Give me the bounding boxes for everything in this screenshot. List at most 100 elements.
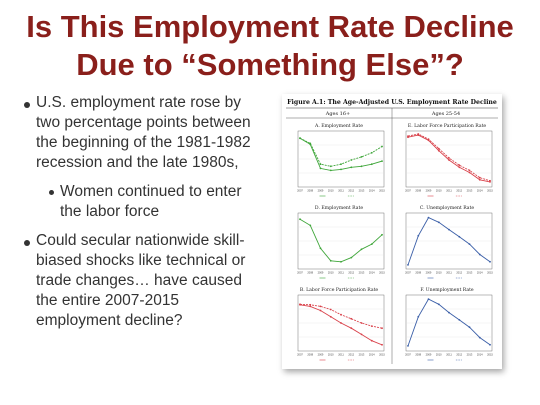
x-tick-label: 2011 xyxy=(338,189,344,193)
data-point xyxy=(329,165,332,168)
data-point xyxy=(448,159,450,161)
data-point xyxy=(437,221,440,224)
x-tick-label: 2015 xyxy=(379,189,385,193)
x-tick-label: 2013 xyxy=(467,189,473,193)
data-point xyxy=(360,322,363,324)
figure-svg: Figure A.1: The Age-Adjusted U.S. Employ… xyxy=(286,99,498,364)
panel-title: F. Unemployment Rate xyxy=(420,287,474,293)
data-point xyxy=(309,142,312,145)
panel-title: D. Employment Rate xyxy=(315,205,363,211)
x-tick-label: 2013 xyxy=(359,353,365,357)
data-point xyxy=(468,169,471,172)
data-point xyxy=(427,216,430,219)
bullet-2-line-1: Could secular nationwide skill- xyxy=(36,232,245,249)
data-point xyxy=(478,176,481,179)
data-point xyxy=(340,322,342,324)
data-point xyxy=(458,164,461,167)
col-header-right: Ages 25-54 xyxy=(431,111,460,117)
data-point xyxy=(448,311,450,314)
bullet-2-line-2: biased shocks like technical or xyxy=(36,252,246,269)
data-point xyxy=(478,178,481,181)
x-tick-label: 2015 xyxy=(379,353,385,357)
x-tick-label: 2013 xyxy=(467,353,473,357)
figure-image: Figure A.1: The Age-Adjusted U.S. Employ… xyxy=(282,94,502,369)
data-point xyxy=(319,305,322,308)
data-point xyxy=(458,166,461,169)
data-point xyxy=(340,260,342,263)
data-point xyxy=(309,224,312,227)
data-point xyxy=(381,160,383,162)
x-tick-label: 2011 xyxy=(446,271,452,275)
data-point xyxy=(350,166,353,169)
x-tick-label: 2010 xyxy=(328,353,334,357)
data-point xyxy=(407,345,409,347)
bullet-marker xyxy=(24,240,30,246)
data-point xyxy=(319,247,322,250)
x-tick-label: 2008 xyxy=(307,353,313,357)
data-point xyxy=(299,303,301,306)
sub-bullet-line-1: Women continued to enter xyxy=(60,183,242,200)
data-point xyxy=(407,135,409,137)
bullet-marker xyxy=(24,102,30,108)
data-point xyxy=(468,243,471,246)
data-point xyxy=(381,233,383,236)
slide-title-line-2: Due to “Something Else”? xyxy=(76,47,464,82)
data-point xyxy=(489,343,491,346)
x-tick-label: 2007 xyxy=(297,353,303,357)
x-tick-label: 2008 xyxy=(415,353,421,357)
x-tick-label: 2008 xyxy=(307,189,313,193)
data-point xyxy=(329,308,332,311)
x-tick-label: 2010 xyxy=(436,353,442,357)
x-tick-label: 2015 xyxy=(487,353,493,357)
data-point xyxy=(468,171,471,174)
x-tick-label: 2007 xyxy=(405,353,411,357)
data-point xyxy=(448,228,450,231)
x-tick-label: 2015 xyxy=(379,271,385,275)
data-point xyxy=(427,298,430,300)
data-point xyxy=(407,264,409,266)
data-point xyxy=(381,327,383,330)
x-tick-label: 2014 xyxy=(477,189,483,193)
data-point xyxy=(350,159,353,161)
x-tick-label: 2010 xyxy=(328,271,334,275)
panel-title: A. Employment Rate xyxy=(314,123,363,129)
data-point xyxy=(448,157,450,159)
bullet-1-line-4: recession and the late 1980s, xyxy=(36,154,239,171)
col-header-left: Ages 16+ xyxy=(325,111,350,117)
x-tick-label: 2014 xyxy=(369,353,375,357)
x-tick-label: 2007 xyxy=(297,271,303,275)
x-tick-label: 2013 xyxy=(359,271,365,275)
figure-panels: A. Employment Rate 2007 2008 2009 2010 2011 20… xyxy=(297,123,493,361)
x-tick-label: 2010 xyxy=(436,271,442,275)
x-tick-label: 2014 xyxy=(477,271,483,275)
x-tick-label: 2012 xyxy=(348,189,354,193)
data-point xyxy=(350,327,353,330)
data-point xyxy=(437,303,440,306)
data-point xyxy=(417,133,420,135)
bullet-2-line-5: employment decline? xyxy=(36,312,183,329)
x-tick-label: 2014 xyxy=(477,353,483,357)
data-point xyxy=(360,165,363,168)
sub-bullet-line-2: the labor force xyxy=(60,203,160,220)
data-point xyxy=(360,156,363,158)
x-tick-label: 2014 xyxy=(369,189,375,193)
bullet-2-line-3: trade changes… have caused xyxy=(36,272,242,289)
data-point xyxy=(340,313,342,316)
data-point xyxy=(437,147,440,150)
data-point xyxy=(319,163,322,166)
x-tick-label: 2012 xyxy=(456,189,462,193)
panel-title: C. Unemployment Rate xyxy=(420,205,474,211)
data-point xyxy=(360,333,363,336)
data-point xyxy=(370,163,373,166)
x-tick-label: 2012 xyxy=(348,271,354,275)
data-point xyxy=(299,137,301,140)
data-point xyxy=(350,256,353,259)
x-tick-label: 2009 xyxy=(318,353,324,357)
x-tick-label: 2014 xyxy=(369,271,375,275)
data-point xyxy=(427,138,430,141)
data-point xyxy=(360,248,363,251)
x-tick-label: 2008 xyxy=(307,271,313,275)
x-tick-label: 2010 xyxy=(328,189,334,193)
data-point xyxy=(489,179,491,182)
